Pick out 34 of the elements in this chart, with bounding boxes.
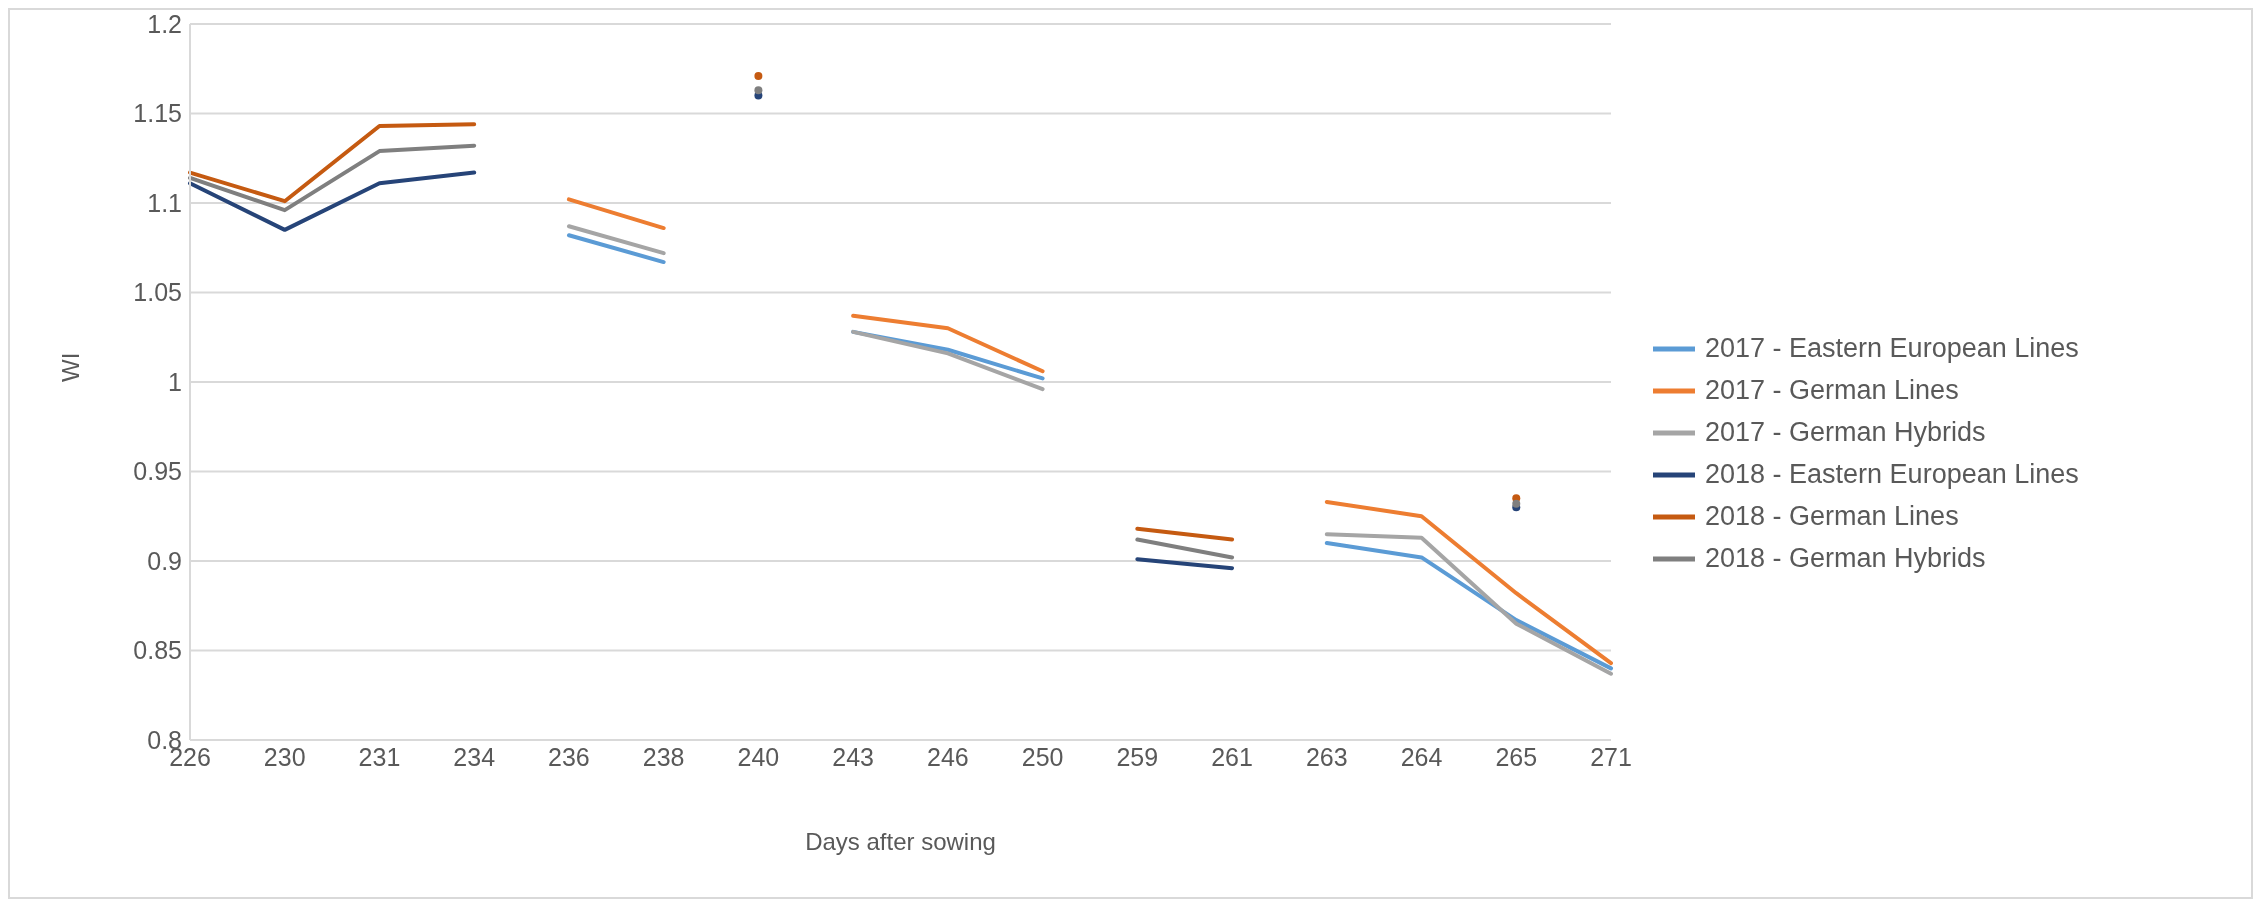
x-tick-label: 264 [1400,742,1443,771]
x-tick-label: 230 [263,742,306,771]
x-tick-label: 240 [737,742,780,771]
x-tick-label: 246 [927,742,969,771]
x-tick-label: 234 [453,742,496,771]
y-tick-label: 1.2 [147,9,182,38]
x-tick-label: 243 [832,742,874,771]
x-tick-label: 250 [1021,742,1064,771]
y-tick-label: 0.85 [133,636,182,665]
y-axis-title: WI [56,352,84,382]
x-tick-label: 236 [548,742,590,771]
y-tick-label: 1 [168,367,182,396]
point [754,86,763,95]
legend-label: 2017 - German Hybrids [1705,417,1986,448]
x-tick-label: 263 [1305,742,1348,771]
legend-label: 2017 - Eastern European Lines [1705,333,2079,364]
x-tick-label: 265 [1495,742,1538,771]
y-tick-label: 0.95 [133,457,182,486]
y-tick-label: 1.1 [147,188,182,217]
y-tick-label: 0.9 [147,546,182,575]
x-tick-label: 271 [1590,742,1632,771]
legend-label: 2017 - German Lines [1705,375,1959,406]
point [1512,499,1521,508]
legend-label: 2018 - German Hybrids [1705,543,1986,574]
legend-label: 2018 - Eastern European Lines [1705,459,2079,490]
x-tick-label: 259 [1116,742,1159,771]
point [754,71,763,80]
legend-label: 2018 - German Lines [1705,501,1959,532]
x-axis-title: Days after sowing [805,828,996,855]
x-tick-label: 231 [358,742,401,771]
x-tick-label: 261 [1211,742,1253,771]
y-tick-label: 1.05 [133,278,182,307]
x-tick-label: 238 [642,742,685,771]
y-tick-label: 1.15 [133,99,182,128]
